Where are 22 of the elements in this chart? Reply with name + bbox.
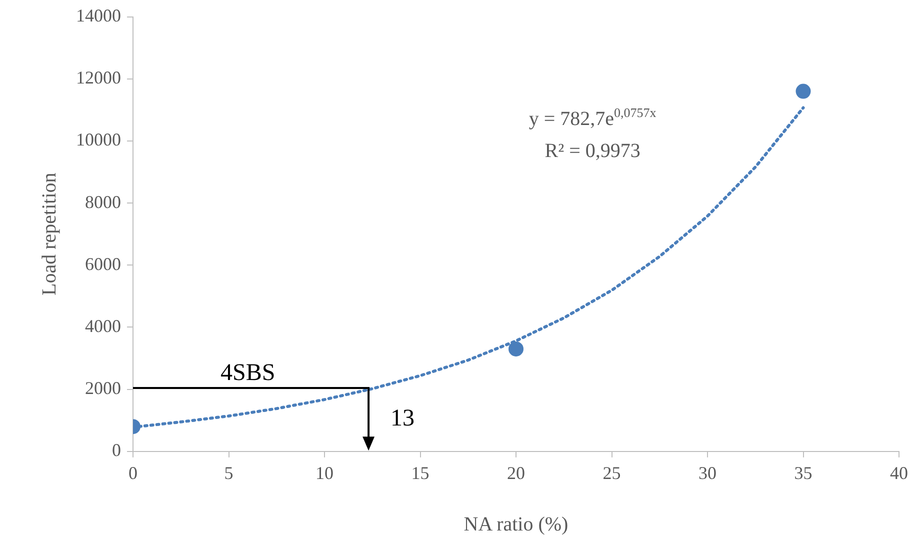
x-tick-label: 20	[507, 462, 525, 483]
x-axis-title: NA ratio (%)	[464, 513, 568, 536]
y-tick-label: 4000	[85, 316, 121, 336]
y-tick-label: 2000	[85, 378, 121, 398]
y-tick-label: 12000	[76, 68, 121, 88]
annotation: 4SBS	[220, 360, 276, 386]
x-tick-label: 40	[890, 462, 908, 483]
x-tick-label: 30	[698, 462, 716, 483]
y-tick-label: 8000	[85, 192, 121, 212]
y-tick-label: 6000	[85, 254, 121, 274]
x-tick-label: 0	[128, 462, 138, 483]
y-tick-label: 10000	[76, 130, 121, 150]
x-tick-label: 35	[794, 462, 812, 483]
annotation: R² = 0,9973	[544, 140, 640, 162]
y-tick-label: 0	[112, 440, 121, 460]
x-tick-label: 25	[602, 462, 621, 483]
x-tick-label: 15	[411, 462, 430, 483]
y-tick-label: 14000	[76, 6, 121, 26]
x-tick-label: 5	[224, 462, 234, 483]
annotation: 13	[390, 405, 415, 432]
y-axis-title: Load repetition	[38, 172, 60, 296]
x-tick-label: 10	[316, 462, 334, 483]
